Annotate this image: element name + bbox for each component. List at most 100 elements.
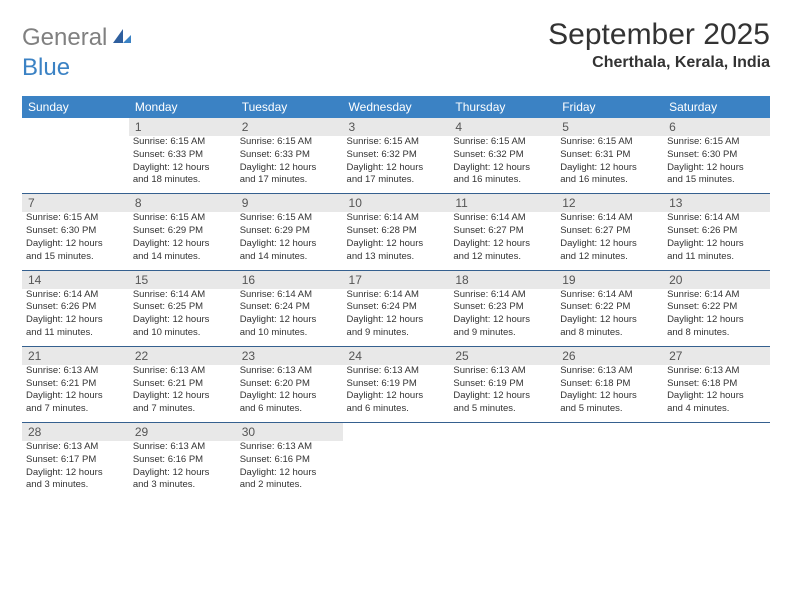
day-number-row: 123456 bbox=[22, 118, 770, 136]
day-cell bbox=[343, 441, 450, 498]
day2-text: and 10 minutes. bbox=[240, 327, 339, 340]
week-row: Sunrise: 6:14 AM Sunset: 6:26 PM Daylight:… bbox=[22, 289, 770, 347]
day-cell: Sunrise: 6:15 AMSunset: 6:33 PMDaylight:… bbox=[236, 136, 343, 194]
day2-text: and 7 minutes. bbox=[133, 403, 232, 416]
day-header: Monday bbox=[129, 96, 236, 118]
day-cell: Sunrise: 6:13 AMSunset: 6:21 PMDaylight:… bbox=[22, 365, 129, 423]
day2-text: and 3 minutes. bbox=[26, 479, 125, 492]
sunset-text: Sunset: 6:23 PM bbox=[453, 301, 552, 314]
sunrise-text: Sunrise: 6:13 AM bbox=[26, 441, 125, 454]
sunrise-text: Sunrise: 6:14 AM bbox=[453, 212, 552, 225]
day2-text: and 16 minutes. bbox=[560, 174, 659, 187]
day1-text: Daylight: 12 hours bbox=[240, 238, 339, 251]
day-number: 18 bbox=[449, 270, 556, 289]
day-number: 5 bbox=[556, 118, 663, 136]
day-header-row: Sunday Monday Tuesday Wednesday Thursday… bbox=[22, 96, 770, 118]
day2-text: and 9 minutes. bbox=[347, 327, 446, 340]
sunset-text: Sunset: 6:29 PM bbox=[240, 225, 339, 238]
sunset-text: Sunset: 6:19 PM bbox=[347, 378, 446, 391]
day-cell: Sunrise: 6:14 AMSunset: 6:26 PMDaylight:… bbox=[22, 289, 129, 347]
sunrise-text: Sunrise: 6:15 AM bbox=[453, 136, 552, 149]
day-cell: Sunrise: 6:15 AMSunset: 6:30 PMDaylight:… bbox=[663, 136, 770, 194]
day-cell: Sunrise: 6:13 AMSunset: 6:19 PMDaylight:… bbox=[343, 365, 450, 423]
day-cell: Sunrise: 6:14 AMSunset: 6:28 PMDaylight:… bbox=[343, 212, 450, 270]
sunrise-text: Sunrise: 6:13 AM bbox=[133, 441, 232, 454]
day-number-row: 282930 bbox=[22, 423, 770, 442]
day2-text: and 18 minutes. bbox=[133, 174, 232, 187]
sunrise-text: Sunrise: 6:15 AM bbox=[240, 212, 339, 225]
day-header: Saturday bbox=[663, 96, 770, 118]
day1-text: Daylight: 12 hours bbox=[240, 390, 339, 403]
sunrise-text: Sunrise: 6:15 AM bbox=[26, 212, 125, 225]
sunset-text: Sunset: 6:32 PM bbox=[453, 149, 552, 162]
day-number: 9 bbox=[236, 194, 343, 213]
day-cell: Sunrise: 6:15 AMSunset: 6:29 PMDaylight:… bbox=[236, 212, 343, 270]
day-cell: Sunrise: 6:14 AMSunset: 6:26 PMDaylight:… bbox=[663, 212, 770, 270]
day-cell: Sunrise: 6:13 AMSunset: 6:16 PMDaylight:… bbox=[129, 441, 236, 498]
day-number: 26 bbox=[556, 346, 663, 365]
sunrise-text: Sunrise: 6:13 AM bbox=[560, 365, 659, 378]
day-number-row: 14151617181920 bbox=[22, 270, 770, 289]
sunset-text: Sunset: 6:31 PM bbox=[560, 149, 659, 162]
day-number: 8 bbox=[129, 194, 236, 213]
logo-sail-icon bbox=[111, 27, 133, 50]
day-number bbox=[556, 423, 663, 442]
sunset-text: Sunset: 6:26 PM bbox=[667, 225, 766, 238]
day-header: Sunday bbox=[22, 96, 129, 118]
sunset-text: Sunset: 6:21 PM bbox=[26, 378, 125, 391]
day1-text: Daylight: 12 hours bbox=[560, 390, 659, 403]
day-cell bbox=[449, 441, 556, 498]
day-cell: Sunrise: 6:14 AMSunset: 6:24 PMDaylight:… bbox=[343, 289, 450, 347]
day-cell: Sunrise: 6:13 AMSunset: 6:21 PMDaylight:… bbox=[129, 365, 236, 423]
day2-text: and 3 minutes. bbox=[133, 479, 232, 492]
sunrise-text: Sunrise: 6:13 AM bbox=[453, 365, 552, 378]
sunrise-text: Sunrise: 6:13 AM bbox=[240, 441, 339, 454]
day-cell: Sunrise: 6:13 AMSunset: 6:16 PMDaylight:… bbox=[236, 441, 343, 498]
day-cell: Sunrise: 6:13 AMSunset: 6:18 PMDaylight:… bbox=[556, 365, 663, 423]
sunrise-text: Sunrise: 6:15 AM bbox=[240, 136, 339, 149]
sunset-text: Sunset: 6:25 PM bbox=[133, 301, 232, 314]
day2-text: and 12 minutes. bbox=[560, 251, 659, 264]
sunset-text: Sunset: 6:29 PM bbox=[133, 225, 232, 238]
day2-text: and 13 minutes. bbox=[347, 251, 446, 264]
day-number: 25 bbox=[449, 346, 556, 365]
day-number: 21 bbox=[22, 346, 129, 365]
day-cell: Sunrise: 6:14 AMSunset: 6:22 PMDaylight:… bbox=[663, 289, 770, 347]
sunset-text: Sunset: 6:30 PM bbox=[26, 225, 125, 238]
day-cell: Sunrise: 6:15 AMSunset: 6:33 PMDaylight:… bbox=[129, 136, 236, 194]
sunset-text: Sunset: 6:28 PM bbox=[347, 225, 446, 238]
day-cell: Sunrise: 6:14 AMSunset: 6:22 PMDaylight:… bbox=[556, 289, 663, 347]
day2-text: and 6 minutes. bbox=[347, 403, 446, 416]
day1-text: Daylight: 12 hours bbox=[667, 162, 766, 175]
day-cell bbox=[22, 136, 129, 194]
day-number: 11 bbox=[449, 194, 556, 213]
day1-text: Daylight: 12 hours bbox=[453, 314, 552, 327]
day-cell: Sunrise: 6:14 AMSunset: 6:27 PMDaylight:… bbox=[556, 212, 663, 270]
day2-text: and 11 minutes. bbox=[26, 327, 125, 340]
title-block: September 2025 Cherthala, Kerala, India bbox=[548, 18, 770, 72]
day-cell: Sunrise: 6:14 AMSunset: 6:24 PMDaylight:… bbox=[236, 289, 343, 347]
day-number: 3 bbox=[343, 118, 450, 136]
day2-text: and 11 minutes. bbox=[667, 251, 766, 264]
day1-text: Daylight: 12 hours bbox=[240, 162, 339, 175]
sunrise-text: Sunrise: 6:15 AM bbox=[133, 136, 232, 149]
sunset-text: Sunset: 6:18 PM bbox=[560, 378, 659, 391]
logo-text-blue: Blue bbox=[22, 54, 70, 82]
day-number: 10 bbox=[343, 194, 450, 213]
sunrise-text: Sunrise: 6:14 AM bbox=[240, 289, 339, 302]
day1-text: Daylight: 12 hours bbox=[347, 314, 446, 327]
sunset-text: Sunset: 6:32 PM bbox=[347, 149, 446, 162]
day1-text: Daylight: 12 hours bbox=[347, 162, 446, 175]
day-number: 20 bbox=[663, 270, 770, 289]
week-row: Sunrise: 6:15 AMSunset: 6:33 PMDaylight:… bbox=[22, 136, 770, 194]
sunset-text: Sunset: 6:24 PM bbox=[347, 301, 446, 314]
day1-text: Daylight: 12 hours bbox=[26, 390, 125, 403]
day-cell: Sunrise: 6:13 AMSunset: 6:17 PMDaylight:… bbox=[22, 441, 129, 498]
week-row: Sunrise: 6:13 AMSunset: 6:21 PMDaylight:… bbox=[22, 365, 770, 423]
day-number bbox=[22, 118, 129, 136]
day-number: 7 bbox=[22, 194, 129, 213]
day-cell: Sunrise: 6:14 AMSunset: 6:27 PMDaylight:… bbox=[449, 212, 556, 270]
day2-text: and 12 minutes. bbox=[453, 251, 552, 264]
sunset-text: Sunset: 6:26 PM bbox=[26, 301, 125, 314]
day-number-row: 78910111213 bbox=[22, 194, 770, 213]
